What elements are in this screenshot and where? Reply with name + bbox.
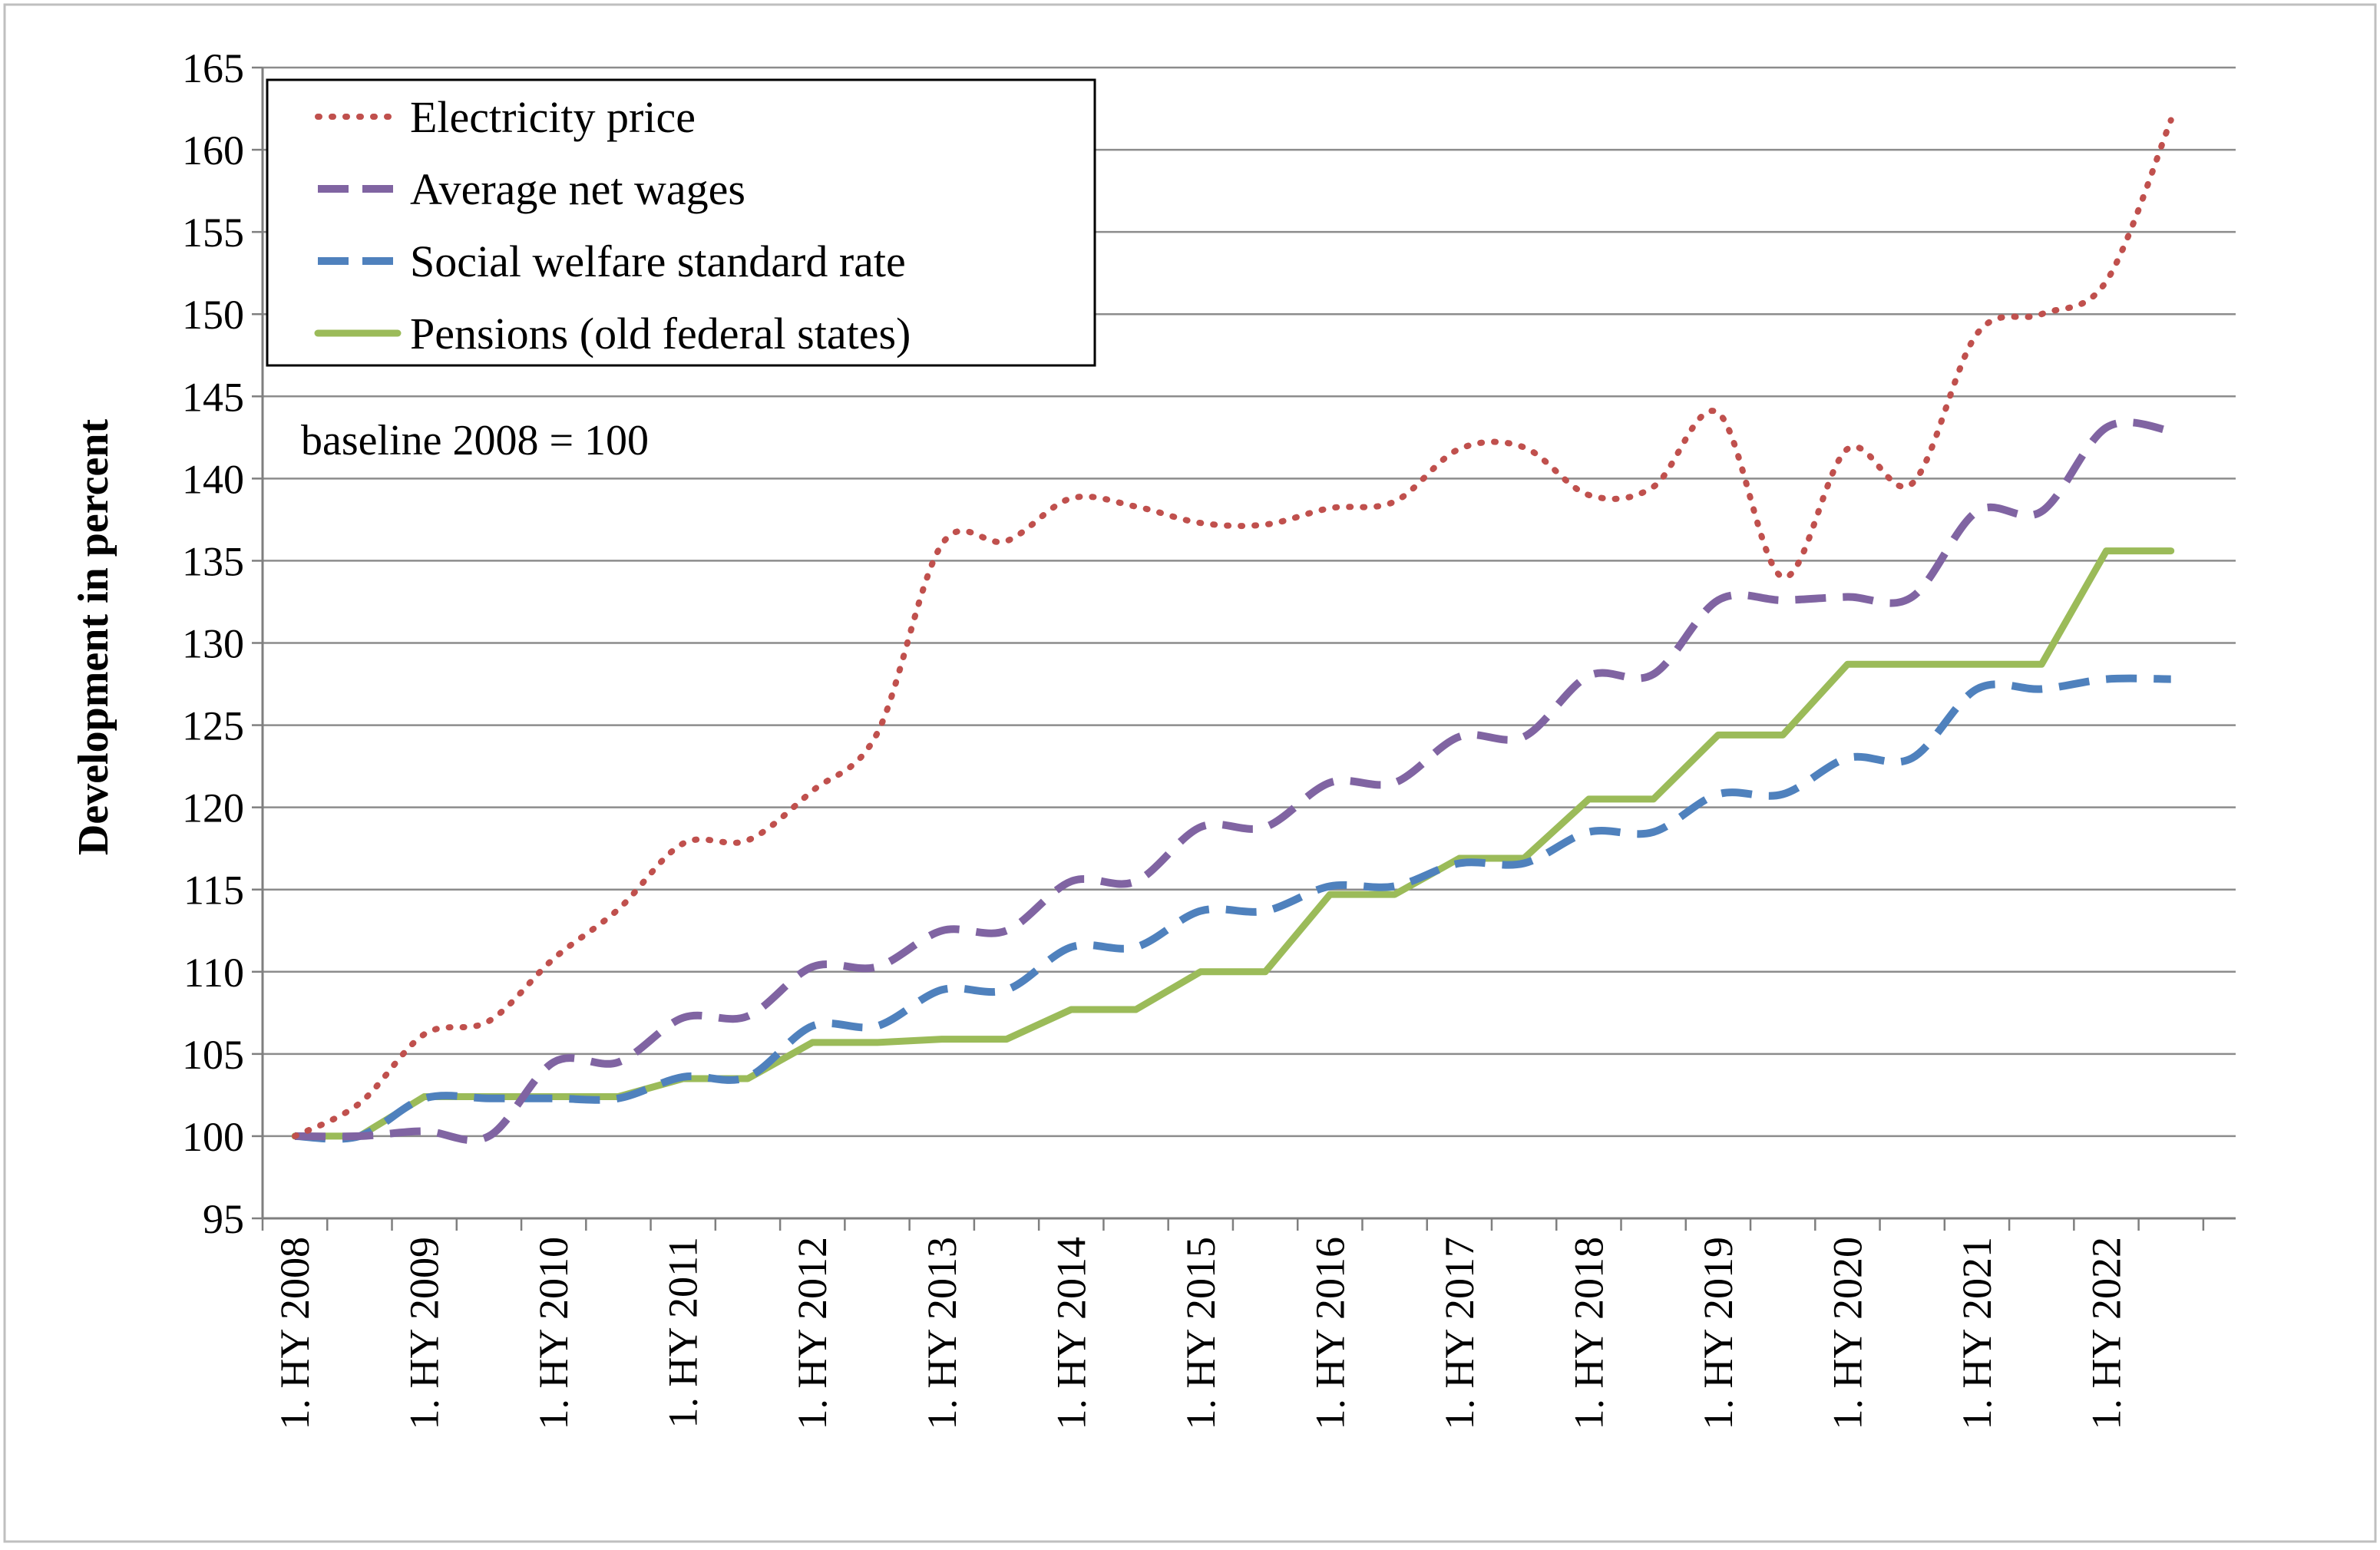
legend-box	[266, 78, 1096, 367]
x-tick-label: 1. HY 2018	[1565, 1237, 1611, 1430]
x-tick-label: 1. HY 2011	[660, 1237, 706, 1429]
y-tick-label: 150	[182, 292, 244, 338]
y-tick-label: 130	[182, 621, 244, 667]
x-tick-label: 1. HY 2013	[919, 1237, 965, 1430]
series-lines	[291, 117, 2175, 1145]
x-tick-label: 1. HY 2021	[1954, 1237, 2000, 1430]
x-tick-label: 1. HY 2019	[1695, 1237, 1741, 1430]
y-tick-label: 100	[182, 1114, 244, 1160]
y-tick-label: 110	[183, 950, 244, 996]
x-tick-label: 1. HY 2008	[272, 1237, 318, 1430]
x-tick-label: 1. HY 2022	[2083, 1237, 2129, 1430]
y-tick-label: 155	[182, 210, 244, 256]
y-axis-label: Development in percent	[70, 419, 117, 856]
x-tick-label: 1. HY 2020	[1824, 1237, 1870, 1430]
series-line-electricity-price	[292, 117, 2174, 1139]
legend-label: Electricity price	[410, 92, 696, 142]
legend-label: Pensions (old federal states)	[410, 309, 911, 359]
y-tick-label: 135	[182, 538, 244, 584]
x-tick-label: 1. HY 2012	[789, 1237, 835, 1430]
series-line-pensions-old-federal-states	[291, 547, 2175, 1140]
y-tick-label: 105	[182, 1032, 244, 1078]
series-line-social-welfare-standard-rate	[294, 674, 2171, 1143]
x-tick-label: 1. HY 2014	[1048, 1237, 1094, 1430]
y-tick-label: 145	[182, 374, 244, 420]
x-tick-label: 1. HY 2010	[531, 1237, 577, 1430]
y-tick-label: 165	[182, 45, 244, 91]
y-tick-label: 140	[182, 456, 244, 502]
y-tick-label: 160	[182, 127, 244, 174]
x-tick-label: 1. HY 2015	[1178, 1237, 1224, 1430]
y-tick-label: 125	[182, 703, 244, 749]
series-line-average-net-wages	[295, 418, 2172, 1145]
legend-label: Average net wages	[410, 164, 745, 214]
y-tick-label: 120	[182, 785, 244, 831]
legend-label: Social welfare standard rate	[410, 236, 906, 286]
legend: Electricity price Average net wages Social…	[266, 78, 1096, 367]
y-tick-label: 115	[183, 868, 244, 914]
y-tick-label: 95	[203, 1196, 244, 1242]
x-tick-label: 1. HY 2009	[402, 1237, 448, 1430]
baseline-annotation: baseline 2008 = 100	[301, 417, 649, 464]
x-tick-label: 1. HY 2016	[1307, 1237, 1353, 1430]
axes: 95 100 105 110 115 120 125 130 135 140 145 150 155 16…	[182, 45, 2236, 1430]
x-tick-label: 1. HY 2017	[1436, 1237, 1483, 1430]
